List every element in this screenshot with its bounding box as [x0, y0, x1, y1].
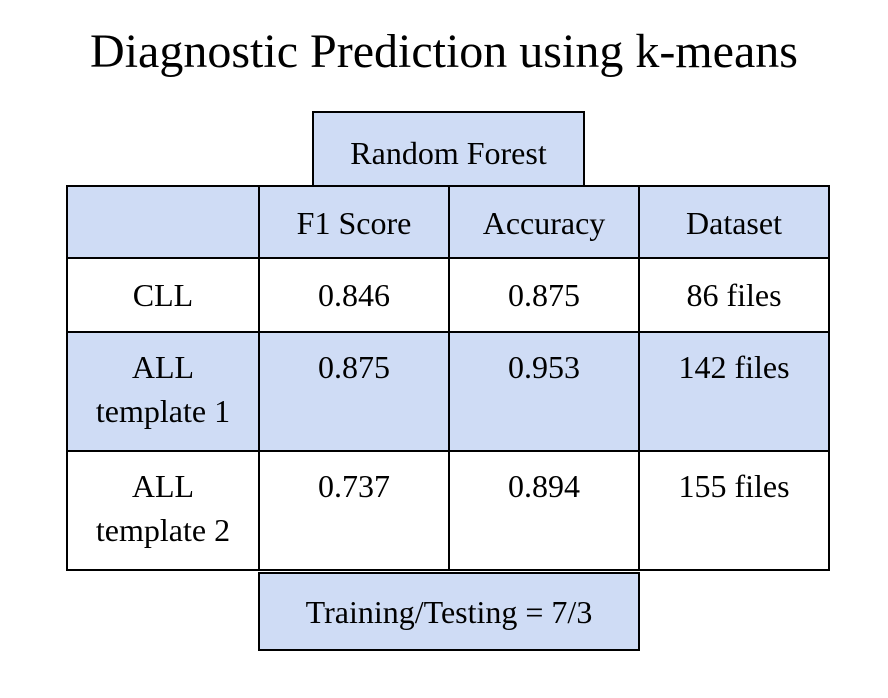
f1-score-cell: 0.737 [258, 450, 450, 571]
model-label: Random Forest [350, 135, 547, 171]
header-dataset: Dataset [638, 185, 830, 259]
dataset-cell: 142 files [638, 331, 830, 452]
accuracy-cell: 0.894 [448, 450, 640, 571]
slide-title: Diagnostic Prediction using k-means [90, 25, 798, 78]
table-header-row: F1 Score Accuracy Dataset [66, 185, 830, 259]
accuracy-cell: 0.953 [448, 331, 640, 452]
f1-score-cell: 0.875 [258, 331, 450, 452]
dataset-cell: 155 files [638, 450, 830, 571]
table-row-all-template-1: ALL template 1 0.875 0.953 142 files [66, 331, 830, 452]
row-label-cell: ALL template 2 [66, 450, 260, 571]
model-label-box: Random Forest [312, 111, 585, 189]
row-label-line: ALL [131, 349, 195, 385]
dataset-cell: 86 files [638, 257, 830, 333]
row-label-cell: CLL [66, 257, 260, 333]
row-label-line: ALL [131, 468, 195, 504]
table-row-cll: CLL 0.846 0.875 86 files [66, 257, 830, 333]
header-empty-cell [66, 185, 260, 259]
accuracy-cell: 0.875 [448, 257, 640, 333]
f1-score-cell: 0.846 [258, 257, 450, 333]
row-label-line: CLL [132, 277, 194, 313]
row-label-line: template 1 [95, 393, 231, 429]
header-accuracy: Accuracy [448, 185, 640, 259]
split-label: Training/Testing = 7/3 [305, 594, 593, 630]
header-f1-score: F1 Score [258, 185, 450, 259]
row-label-cell: ALL template 1 [66, 331, 260, 452]
results-table: F1 Score Accuracy Dataset CLL 0.846 0.87… [66, 185, 830, 571]
row-label-line: template 2 [95, 512, 231, 548]
table-row-all-template-2: ALL template 2 0.737 0.894 155 files [66, 450, 830, 571]
split-label-box: Training/Testing = 7/3 [258, 572, 640, 651]
